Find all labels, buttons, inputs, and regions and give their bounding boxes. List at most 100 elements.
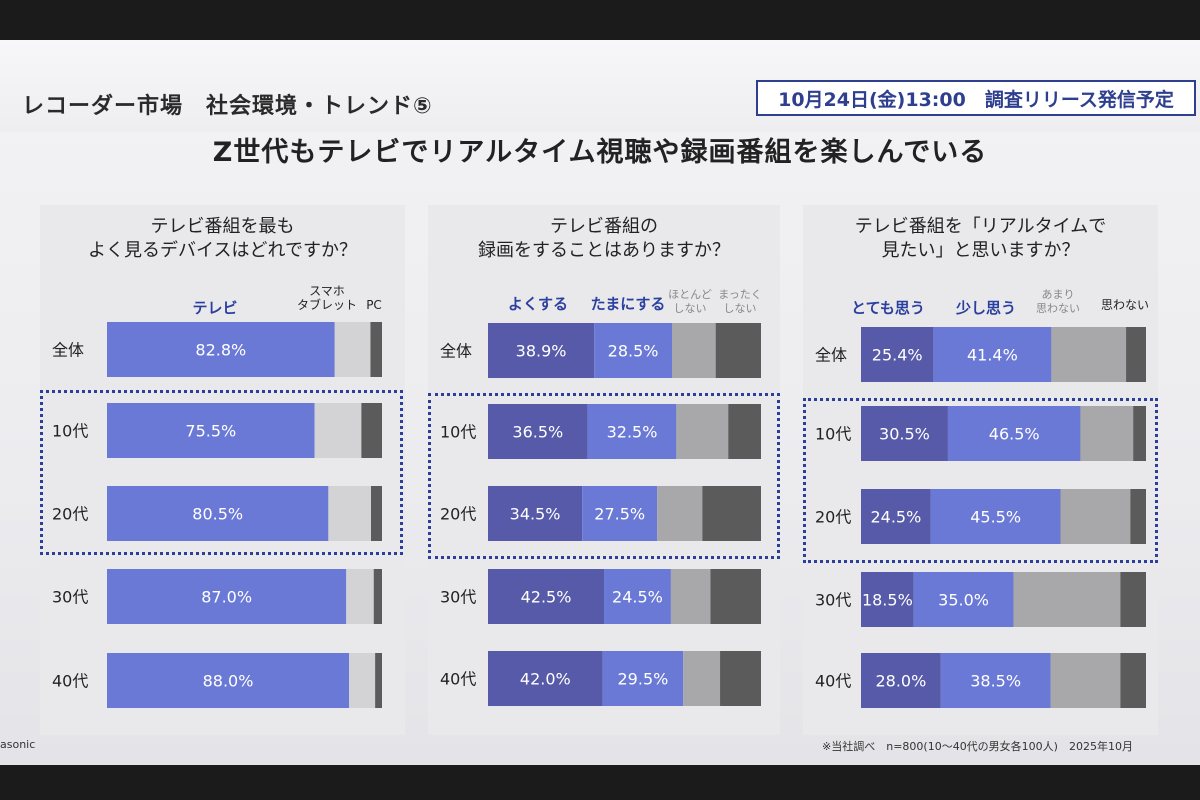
bar-segment (488, 404, 588, 459)
row-label: 10代 (815, 425, 851, 444)
row-label: 10代 (52, 422, 88, 441)
bar-segment (1133, 406, 1146, 461)
bar-segment (107, 403, 315, 458)
bar-segment (861, 327, 934, 382)
row-label: 20代 (52, 505, 88, 524)
bar-segment (1051, 327, 1127, 382)
bar-segment (1080, 406, 1134, 461)
legend-label: PC (366, 298, 382, 312)
bar-segment (1130, 489, 1146, 544)
row-label: 30代 (440, 588, 476, 607)
highlight-box-gen-z (428, 393, 780, 559)
data-label: 88.0% (203, 672, 254, 691)
bar-segment (370, 322, 382, 377)
brand-logo-text: asonic (0, 738, 36, 751)
data-label: 82.8% (195, 341, 246, 360)
bar-segment (861, 406, 948, 461)
bar-segment (1126, 327, 1146, 382)
data-label: 18.5% (862, 591, 913, 610)
bar-segment (604, 569, 671, 624)
chart-panel-recording: テレビ番組の 録画をすることはありますか？ よくする たまにする ほとんどしない まっ… (428, 205, 780, 735)
data-label: 87.0% (201, 588, 252, 607)
legend-label: スマホタブレット (297, 284, 357, 312)
row-label: 30代 (52, 588, 88, 607)
data-label: 38.5% (970, 672, 1021, 691)
bar-segment (861, 653, 941, 708)
data-label: 30.5% (879, 425, 930, 444)
data-label: 45.5% (970, 508, 1021, 527)
bar-segment (488, 651, 603, 706)
legend-label: まったくしない (718, 288, 762, 315)
bar-segment (1050, 653, 1121, 708)
data-label: 34.5% (510, 505, 561, 524)
bar-segment (933, 327, 1052, 382)
bar-segment (1120, 572, 1146, 627)
bar-segment (594, 323, 673, 378)
bar-segment (670, 569, 711, 624)
bar-segment (657, 486, 703, 541)
chart-question: テレビ番組の 録画をすることはありますか？ (478, 216, 730, 261)
bar-segment (1120, 653, 1146, 708)
data-label: 42.5% (521, 588, 572, 607)
data-label: 24.5% (870, 508, 921, 527)
data-label: 24.5% (612, 588, 663, 607)
data-label: 28.5% (608, 342, 659, 361)
data-label: 42.0% (520, 670, 571, 689)
legend-label: よくする (508, 295, 568, 313)
data-label: 38.9% (516, 342, 567, 361)
bar-segment (361, 403, 382, 458)
bar-segment (334, 322, 371, 377)
row-label: 40代 (440, 670, 476, 689)
data-label: 29.5% (618, 670, 669, 689)
legend-label: あまり思わない (1036, 288, 1080, 315)
legend-label: たまにする (591, 295, 666, 313)
bar-segment (930, 489, 1061, 544)
data-label: 36.5% (512, 423, 563, 442)
row-label: 20代 (440, 505, 476, 524)
slide-title: レコーダー市場 社会環境・トレンド⑤ (22, 94, 433, 119)
row-label: 10代 (440, 423, 476, 442)
bar-segment (1060, 489, 1131, 544)
bar-segment (346, 569, 374, 624)
bar-segment (373, 569, 382, 624)
bar-segment (349, 653, 376, 708)
bar-segment (1013, 572, 1121, 627)
bar-segment (107, 653, 349, 708)
row-label: 全体 (815, 346, 847, 365)
bar-segment (702, 486, 761, 541)
bar-segment (861, 572, 914, 627)
bar-segment (375, 653, 382, 708)
release-date-badge: 10月24日(金)13:00 調査リリース発信予定 (756, 80, 1196, 116)
chart-question: テレビ番組を「リアルタイムで 見たい」と思いますか？ (854, 216, 1107, 261)
legend-label: ほとんどしない (668, 288, 712, 315)
chart-panel-realtime: テレビ番組を「リアルタイムで 見たい」と思いますか？ とても思う 少し思う あまり思… (803, 205, 1158, 735)
legend-label: 少し思う (955, 299, 1016, 317)
chart-question: テレビ番組を最も よく見るデバイスはどれですか？ (88, 216, 357, 261)
bar-segment (672, 323, 716, 378)
bar-segment (602, 651, 684, 706)
bar-segment (720, 651, 761, 706)
row-label: 40代 (815, 672, 851, 691)
highlight-box-gen-z (40, 390, 403, 555)
bar-segment (715, 323, 761, 378)
bar-segment (710, 569, 761, 624)
legend-label: テレビ (192, 299, 237, 317)
bar-segment (107, 322, 335, 377)
data-label: 75.5% (185, 422, 236, 441)
bar-segment (328, 486, 371, 541)
bar-segment (913, 572, 1014, 627)
row-label: 全体 (52, 341, 84, 360)
bar-segment (582, 486, 658, 541)
data-label: 35.0% (938, 591, 989, 610)
data-label: 46.5% (989, 425, 1040, 444)
bar-segment (314, 403, 362, 458)
bar-segment (861, 489, 931, 544)
bar-segment (488, 486, 583, 541)
bar-segment (683, 651, 721, 706)
legend-label: とても思う (851, 299, 925, 317)
bar-segment (587, 404, 677, 459)
bar-segment (488, 569, 605, 624)
row-label: 20代 (815, 508, 851, 527)
